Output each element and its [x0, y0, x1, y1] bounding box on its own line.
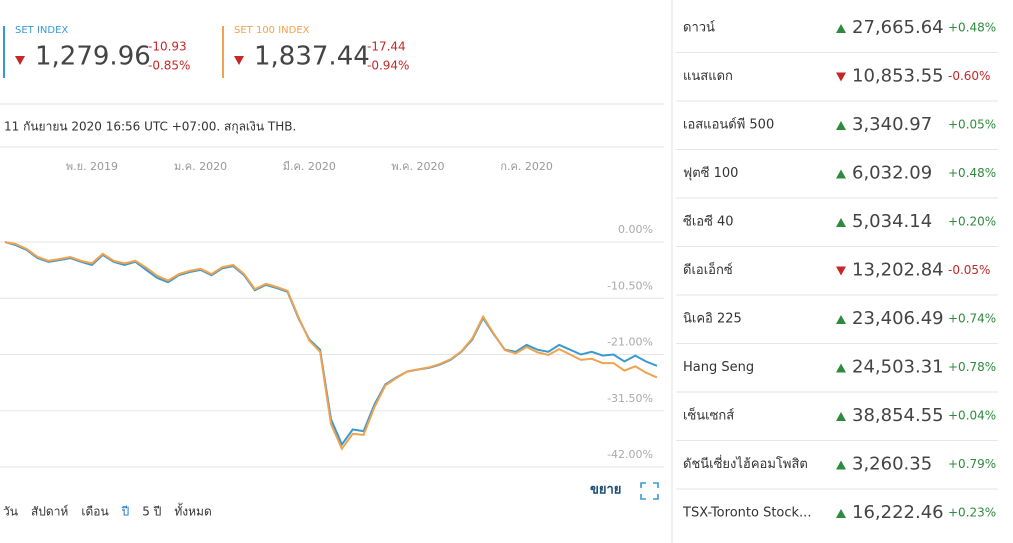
index-value: 1,837.44	[254, 42, 370, 72]
market-arrow	[836, 72, 846, 82]
market-arrow	[836, 121, 846, 130]
y-tick-label: -42.00%	[607, 448, 653, 461]
index-change: -10.93	[148, 40, 187, 54]
market-change-pct: +0.05%	[948, 118, 996, 132]
market-name[interactable]: ฟุตซี 100	[683, 165, 738, 181]
x-tick-label: ม.ค. 2020	[174, 160, 227, 173]
y-tick-label: -31.50%	[607, 392, 653, 405]
index-arrow	[234, 56, 244, 65]
market-arrow	[836, 412, 846, 421]
x-tick-label: มี.ค. 2020	[283, 160, 336, 173]
index-color-bar	[3, 26, 5, 78]
market-value: 24,503.31	[852, 357, 944, 378]
x-tick-label: พ.ค. 2020	[391, 160, 444, 173]
market-arrow	[836, 460, 846, 470]
market-value: 6,032.09	[852, 163, 932, 184]
index-arrow	[15, 56, 25, 65]
market-name[interactable]: ดาวน์	[683, 20, 715, 36]
index-value: 1,279.96	[35, 42, 151, 72]
index-name: SET 100 INDEX	[234, 25, 310, 36]
market-name[interactable]: ดัชนีเซี่ยงไฮ้คอมโพสิต	[683, 455, 808, 472]
market-change-pct: +0.04%	[948, 409, 996, 423]
market-name[interactable]: Hang Seng	[683, 360, 754, 375]
index-color-bar	[222, 26, 224, 78]
market-change-pct: -0.05%	[948, 263, 990, 277]
y-tick-label: 0.00%	[618, 223, 653, 236]
market-value: 10,853.55	[852, 66, 944, 87]
market-name[interactable]: นิเคอิ 225	[683, 312, 742, 327]
x-tick-label: ก.ค. 2020	[500, 160, 553, 173]
market-value: 16,222.46	[852, 502, 944, 523]
range-tab[interactable]: ทั้งหมด	[174, 503, 211, 519]
market-value: 3,340.97	[852, 114, 932, 135]
x-tick-label: พ.ย. 2019	[66, 160, 118, 173]
market-arrow	[836, 218, 846, 227]
market-arrow	[836, 24, 846, 33]
index-change-pct: -0.94%	[367, 59, 409, 73]
market-change-pct: -0.60%	[948, 69, 990, 83]
market-arrow	[836, 266, 846, 276]
range-tab[interactable]: สัปดาห์	[31, 505, 68, 519]
market-change-pct: +0.23%	[948, 506, 996, 520]
index-change-pct: -0.85%	[148, 59, 190, 73]
market-name[interactable]: ดีเอเอ็กซ์	[683, 260, 733, 278]
market-change-pct: +0.79%	[948, 457, 996, 471]
range-tab[interactable]: 5 ปี	[142, 505, 161, 519]
market-name[interactable]: แนสแดก	[683, 69, 733, 84]
range-tab[interactable]: วัน	[3, 505, 18, 519]
market-value: 27,665.64	[852, 17, 944, 38]
index-name: SET INDEX	[15, 25, 68, 36]
market-value: 13,202.84	[852, 260, 944, 281]
market-arrow	[836, 315, 846, 324]
market-change-pct: +0.20%	[948, 215, 996, 229]
market-name[interactable]: TSX-Toronto Stock...	[682, 506, 811, 521]
market-change-pct: +0.48%	[948, 166, 996, 180]
market-value: 5,034.14	[852, 211, 932, 232]
y-tick-label: -10.50%	[607, 279, 653, 292]
market-name[interactable]: เซ็นเซกส์	[683, 406, 734, 424]
timestamp: 11 กันยายน 2020 16:56 UTC +07:00. สกุลเง…	[4, 120, 296, 135]
market-change-pct: +0.78%	[948, 360, 996, 374]
series-line	[4, 241, 658, 451]
series-line	[4, 241, 658, 447]
market-name[interactable]: ซีเอซี 40	[683, 214, 734, 230]
expand-icon[interactable]	[640, 482, 659, 500]
market-change-pct: +0.74%	[948, 312, 996, 326]
market-arrow	[836, 363, 846, 373]
market-value: 3,260.35	[852, 454, 932, 475]
y-tick-label: -21.00%	[607, 336, 653, 349]
market-value: 38,854.55	[852, 405, 944, 426]
range-tab[interactable]: ปี	[121, 505, 129, 519]
market-change-pct: +0.48%	[948, 21, 996, 35]
market-name[interactable]: เอสแอนด์พี 500	[683, 117, 774, 133]
range-tab[interactable]: เดือน	[81, 505, 108, 519]
market-value: 23,406.49	[852, 308, 944, 329]
market-arrow	[836, 509, 846, 518]
market-arrow	[836, 169, 846, 179]
expand-button[interactable]: ขยาย	[590, 483, 621, 498]
index-change: -17.44	[367, 40, 406, 54]
